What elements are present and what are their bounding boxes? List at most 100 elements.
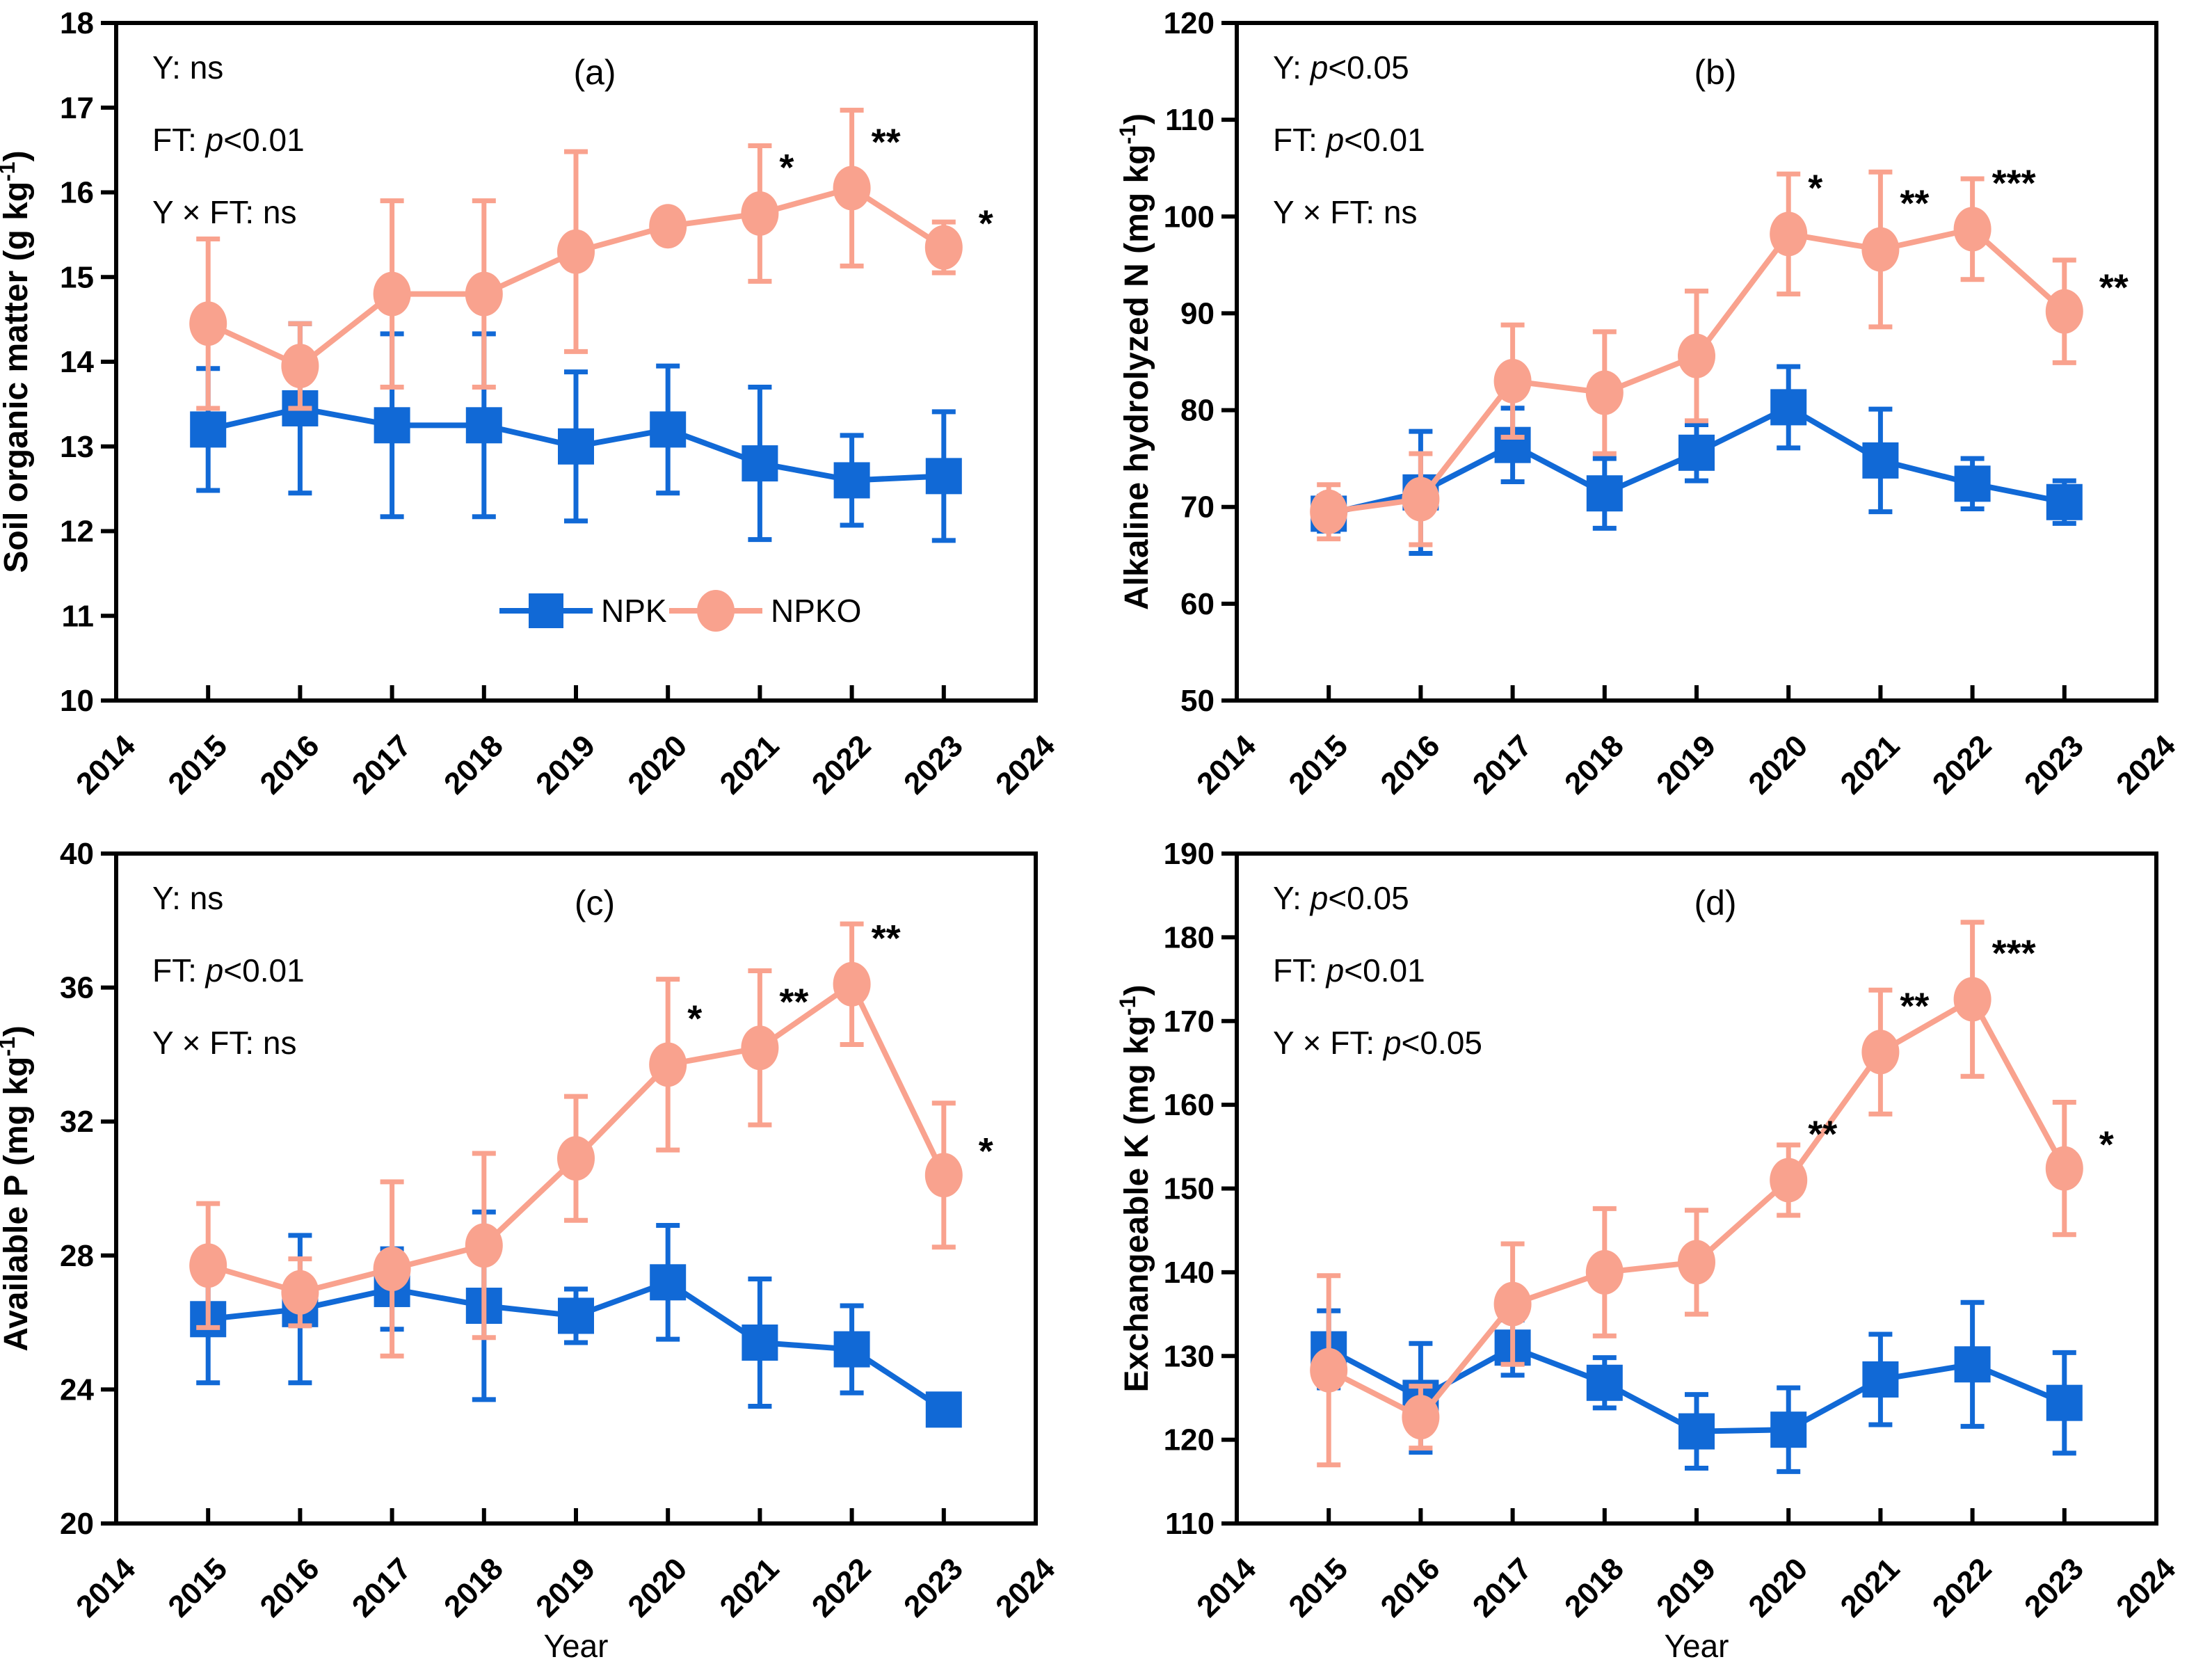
significance-stars: **	[1900, 183, 1929, 225]
data-point-square	[465, 407, 502, 444]
data-point-square	[1954, 465, 1991, 502]
x-tick-label: 2015	[1282, 728, 1354, 801]
significance-stars: *	[979, 203, 993, 245]
data-point-circle	[557, 1136, 595, 1181]
data-point-circle	[2045, 289, 2083, 334]
x-tick-label: 2014	[70, 728, 142, 801]
x-tick-label: 2017	[1466, 1551, 1539, 1624]
x-tick-label: 2021	[1834, 728, 1907, 801]
data-point-square	[558, 1297, 594, 1334]
x-tick-label: 2023	[897, 1551, 970, 1624]
y-axis-title: Available P (mg kg-1)	[0, 1025, 35, 1352]
x-axis-title: Year	[1665, 1628, 1729, 1664]
significance-stars: ***	[1992, 162, 2036, 204]
x-tick-label: 2023	[897, 728, 970, 801]
data-point-circle	[741, 1025, 779, 1071]
data-point-square	[1954, 1346, 1991, 1383]
data-point-square	[650, 1264, 687, 1301]
y-tick-label: 170	[1164, 1005, 1215, 1039]
y-tick-label: 12	[60, 515, 94, 549]
y-tick-label: 18	[60, 6, 94, 40]
significance-stars: ***	[1992, 932, 2036, 974]
x-tick-label: 2022	[806, 1551, 878, 1624]
x-tick-label: 2023	[2018, 1551, 2090, 1624]
data-point-circle	[2045, 1146, 2083, 1191]
data-point-circle	[1953, 977, 1991, 1022]
data-point-circle	[557, 229, 595, 274]
y-tick-label: 110	[1165, 1507, 1215, 1541]
legend-label-npk: NPK	[601, 593, 667, 629]
y-tick-label: 50	[1180, 684, 1215, 718]
panel-d: 110 120 130 140 150 160 170 180 190 2014 2015 2016 2…	[1115, 837, 2182, 1664]
data-point-circle	[373, 271, 411, 317]
data-point-square	[1586, 475, 1623, 512]
x-tick-label: 2022	[1926, 728, 1998, 801]
y-tick-label: 120	[1164, 1423, 1215, 1457]
stats-annotation: FT: p<0.01	[152, 122, 305, 158]
y-tick-label: 16	[60, 176, 94, 210]
stats-annotation: FT: p<0.01	[152, 952, 305, 989]
data-point-circle	[189, 1243, 227, 1288]
panel-b: 50 60 70 80 90 100 110 120 2014 2015 2016 2017 2018 2…	[1115, 6, 2182, 801]
panel-letter: (c)	[575, 883, 615, 922]
x-tick-label: 2020	[1742, 1551, 1814, 1624]
data-point-circle	[1402, 477, 1440, 522]
x-tick-label: 2020	[621, 1551, 694, 1624]
data-point-circle	[1585, 1249, 1624, 1295]
x-tick-label: 2018	[438, 728, 510, 801]
y-tick-label: 40	[60, 837, 94, 871]
x-tick-label: 2024	[989, 1551, 1061, 1624]
data-point-circle	[1585, 370, 1624, 415]
significance-stars: *	[1808, 167, 1822, 209]
data-point-circle	[741, 191, 779, 236]
x-tick-label: 2022	[1926, 1551, 1998, 1624]
data-point-square	[1586, 1364, 1623, 1401]
stats-annotation: FT: p<0.01	[1273, 952, 1425, 989]
data-point-circle	[1493, 358, 1532, 403]
y-tick-label: 90	[1180, 296, 1215, 330]
data-point-circle	[833, 166, 871, 211]
data-point-square	[2046, 1384, 2083, 1421]
stats-annotation: Y × FT: ns	[152, 194, 297, 230]
data-point-square	[1862, 442, 1899, 479]
x-tick-label: 2019	[1650, 1551, 1722, 1624]
legend: NPK NPKO	[499, 590, 861, 632]
y-tick-label: 36	[60, 971, 94, 1005]
x-tick-label: 2020	[1742, 728, 1814, 801]
significance-stars: *	[2099, 1124, 2114, 1166]
data-point-square	[558, 428, 594, 465]
y-tick-label: 10	[60, 684, 94, 718]
y-axis-title: Soil organic matter (g kg-1)	[0, 150, 35, 573]
y-tick-label: 130	[1164, 1339, 1215, 1373]
y-tick-label: 11	[61, 599, 94, 633]
stats-annotation: Y: p<0.05	[1273, 880, 1409, 916]
x-tick-label: 2015	[1282, 1551, 1354, 1624]
significance-stars: **	[872, 918, 901, 959]
panel-letter: (a)	[573, 53, 616, 92]
data-point-circle	[1770, 211, 1808, 257]
x-tick-label: 2016	[254, 728, 326, 801]
legend-marker-npk	[529, 593, 563, 628]
data-point-circle	[649, 1042, 687, 1087]
significance-stars: **	[872, 121, 901, 163]
x-tick-label: 2016	[1374, 728, 1447, 801]
y-tick-label: 60	[1180, 587, 1215, 621]
y-tick-label: 190	[1164, 837, 1215, 871]
data-point-square	[1770, 1411, 1807, 1448]
y-tick-label: 32	[60, 1105, 94, 1139]
x-tick-label: 2014	[1190, 728, 1263, 801]
stats-annotation: Y × FT: p<0.05	[1273, 1025, 1482, 1061]
significance-stars: **	[1900, 985, 1929, 1027]
y-axis-title: Exchangeable K (mg kg-1)	[1115, 985, 1155, 1393]
data-point-square	[833, 1331, 870, 1368]
series-npk	[190, 1209, 962, 1428]
x-tick-label: 2024	[989, 728, 1061, 801]
data-point-circle	[1678, 1240, 1715, 1285]
x-tick-label: 2015	[161, 728, 234, 801]
x-tick-label: 2016	[1374, 1551, 1447, 1624]
data-point-square	[1770, 389, 1807, 426]
x-tick-label: 2022	[806, 728, 878, 801]
data-point-circle	[1861, 227, 1900, 272]
